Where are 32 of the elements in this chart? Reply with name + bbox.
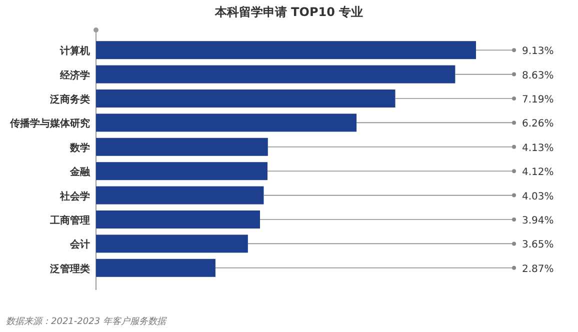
y-tick-label: 社会学 xyxy=(59,190,90,202)
bar xyxy=(96,162,268,180)
bar xyxy=(96,234,248,253)
bar xyxy=(96,41,476,60)
data-label: 8.63% xyxy=(522,70,554,82)
data-label: 2.87% xyxy=(522,264,554,275)
y-tick-label: 数学 xyxy=(69,142,90,154)
bar xyxy=(96,186,264,204)
bar xyxy=(96,90,396,108)
data-label: 7.19% xyxy=(522,94,554,106)
chart-title: 本科留学申请 TOP10 专业 xyxy=(214,5,364,19)
y-tick-label: 泛商务类 xyxy=(49,94,90,106)
data-label: 3.65% xyxy=(522,240,554,251)
y-tick-label: 计算机 xyxy=(59,45,90,58)
bar xyxy=(96,114,357,132)
y-tick-label: 金融 xyxy=(69,166,91,178)
y-tick-label: 泛管理类 xyxy=(49,262,90,275)
y-tick-label: 经济学 xyxy=(59,69,90,82)
data-label: 3.94% xyxy=(522,216,554,226)
data-label: 4.13% xyxy=(522,142,554,154)
y-tick-label: 工商管理 xyxy=(49,214,90,226)
data-label: 6.26% xyxy=(522,118,554,130)
data-label: 4.03% xyxy=(522,191,554,202)
bar xyxy=(96,258,216,277)
data-label: 9.13% xyxy=(522,46,554,58)
source-note: 数据来源：2021-2023 年客户服务数据 xyxy=(6,316,167,327)
y-tick-label: 会计 xyxy=(69,238,90,251)
bar xyxy=(96,138,268,156)
data-label: 4.12% xyxy=(522,167,554,178)
bar xyxy=(96,65,456,84)
bar xyxy=(96,210,260,228)
y-tick-label: 传播学与媒体研究 xyxy=(9,118,90,130)
